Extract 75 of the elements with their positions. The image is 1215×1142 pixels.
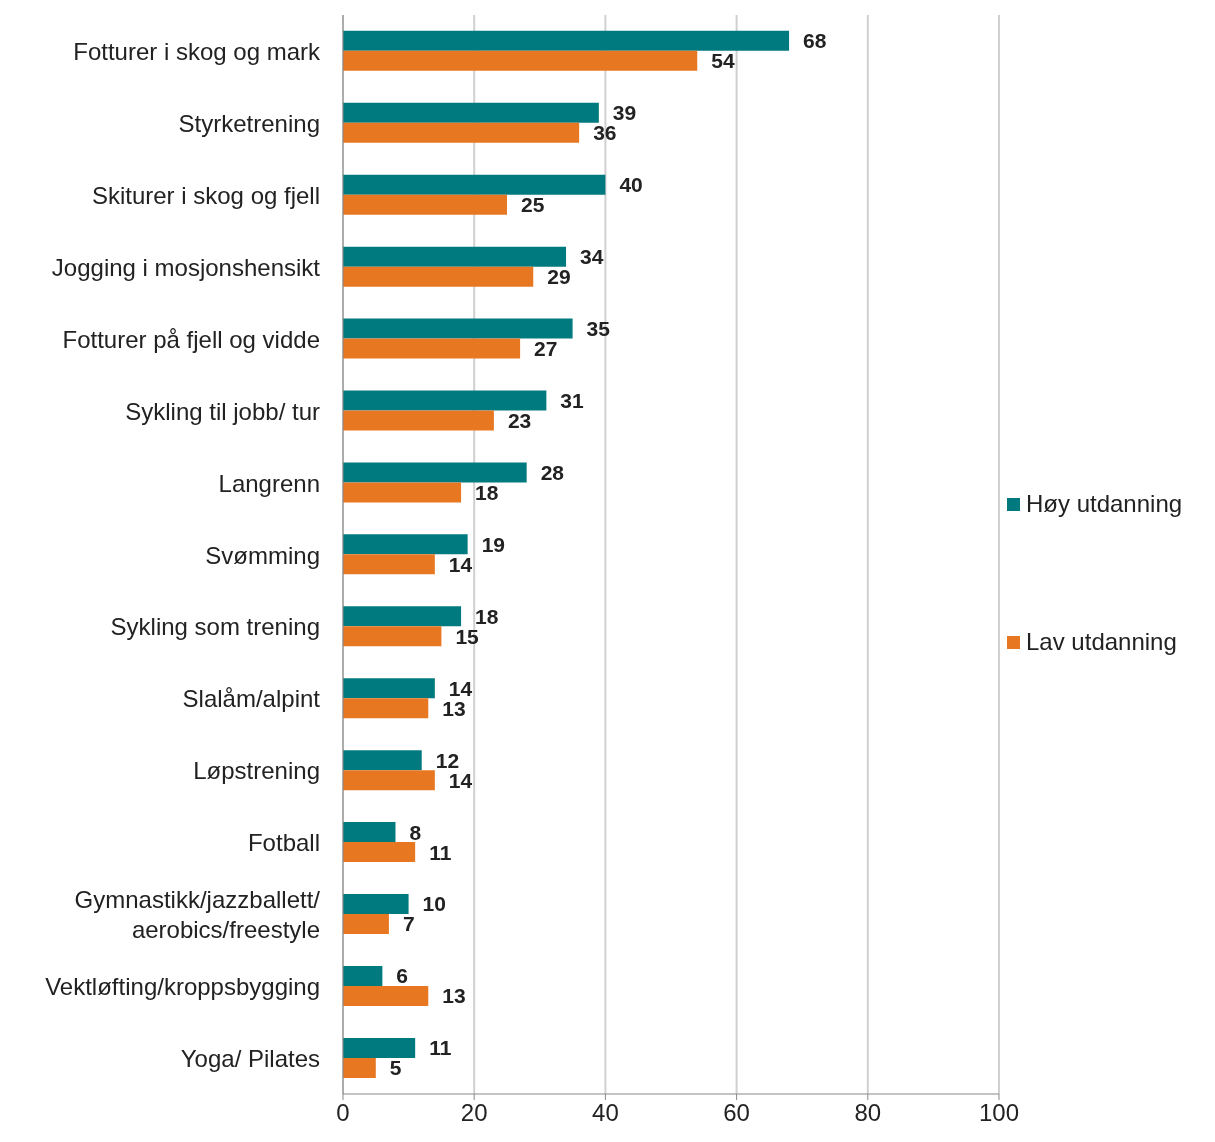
y-tick-label: Vektløfting/kroppsbygging [45, 972, 320, 1000]
bar [343, 678, 435, 699]
y-tick-label: Løpstrening [193, 756, 320, 784]
bar [343, 842, 416, 863]
data-label: 28 [540, 460, 565, 484]
x-tick-label: 0 [336, 1099, 350, 1127]
data-label: 68 [803, 29, 827, 53]
bar [343, 534, 468, 555]
data-label: 34 [580, 245, 604, 269]
y-tick-label: Fotball [247, 828, 320, 856]
y-tick-label: Fotturer på fjell og vidde [62, 325, 320, 353]
bar [343, 894, 409, 915]
data-label: 31 [560, 388, 585, 412]
bar [343, 482, 462, 503]
data-label: 11 [429, 1036, 452, 1060]
bar [343, 554, 435, 575]
bar [343, 914, 389, 935]
bar [343, 102, 599, 123]
bar [343, 750, 422, 771]
bar [343, 698, 429, 719]
x-tick-label: 80 [854, 1099, 882, 1127]
legend-label: Lav utdanning [1026, 628, 1177, 656]
data-label: 6 [396, 964, 409, 988]
bar [343, 462, 527, 483]
bar [343, 985, 429, 1006]
data-label: 5 [389, 1056, 402, 1080]
x-tick-label: 100 [978, 1099, 1020, 1127]
y-tick-label: Yoga/ Pilates [180, 1044, 320, 1072]
data-label: 11 [429, 840, 452, 864]
bar [343, 122, 580, 143]
data-label: 19 [481, 532, 505, 556]
y-tick-label: Gymnastikk/jazzballett/ aerobics/freestyle [74, 885, 321, 943]
data-label: 29 [547, 265, 571, 289]
y-tick-label: Sykling som trening [110, 612, 320, 640]
y-tick-label: Slalåm/alpint [182, 684, 321, 712]
bar [343, 606, 462, 627]
bar [343, 266, 534, 287]
bar [343, 770, 435, 791]
data-label: 27 [534, 337, 558, 361]
y-tick-label: Styrketrening [178, 109, 320, 137]
bar [343, 822, 396, 843]
data-label: 23 [507, 408, 532, 432]
bar [343, 30, 790, 51]
y-tick-label: Jogging i mosjonshensikt [51, 253, 321, 281]
bar [343, 194, 507, 215]
data-label: 10 [422, 892, 446, 916]
bar [343, 1057, 376, 1078]
bar [343, 390, 547, 411]
data-label: 25 [521, 193, 545, 217]
data-label: 13 [442, 984, 466, 1008]
bar [343, 174, 606, 195]
bar [343, 318, 573, 339]
y-tick-label: Fotturer i skog og mark [73, 37, 321, 65]
bar [343, 50, 698, 71]
bar [343, 1037, 416, 1058]
bar [343, 338, 521, 359]
data-label: 40 [619, 173, 643, 197]
x-tick-label: 60 [723, 1099, 750, 1127]
bar [343, 965, 383, 986]
data-label: 35 [586, 317, 611, 341]
x-tick-label: 40 [592, 1099, 619, 1127]
data-label: 14 [448, 552, 473, 576]
data-label: 54 [711, 49, 735, 73]
legend-label: Høy utdanning [1026, 490, 1183, 518]
y-tick-label: Langrenn [218, 469, 320, 497]
data-label: 8 [409, 820, 422, 844]
x-tick-label: 20 [460, 1099, 488, 1127]
bar [343, 246, 567, 267]
y-tick-label: Skiturer i skog og fjell [91, 181, 320, 209]
bar [343, 410, 494, 431]
data-label: 7 [402, 912, 415, 936]
y-tick-label: Sykling til jobb/ tur [125, 397, 320, 425]
bar [343, 626, 442, 647]
y-tick-label: Svømming [205, 541, 320, 568]
data-label: 18 [475, 480, 499, 504]
